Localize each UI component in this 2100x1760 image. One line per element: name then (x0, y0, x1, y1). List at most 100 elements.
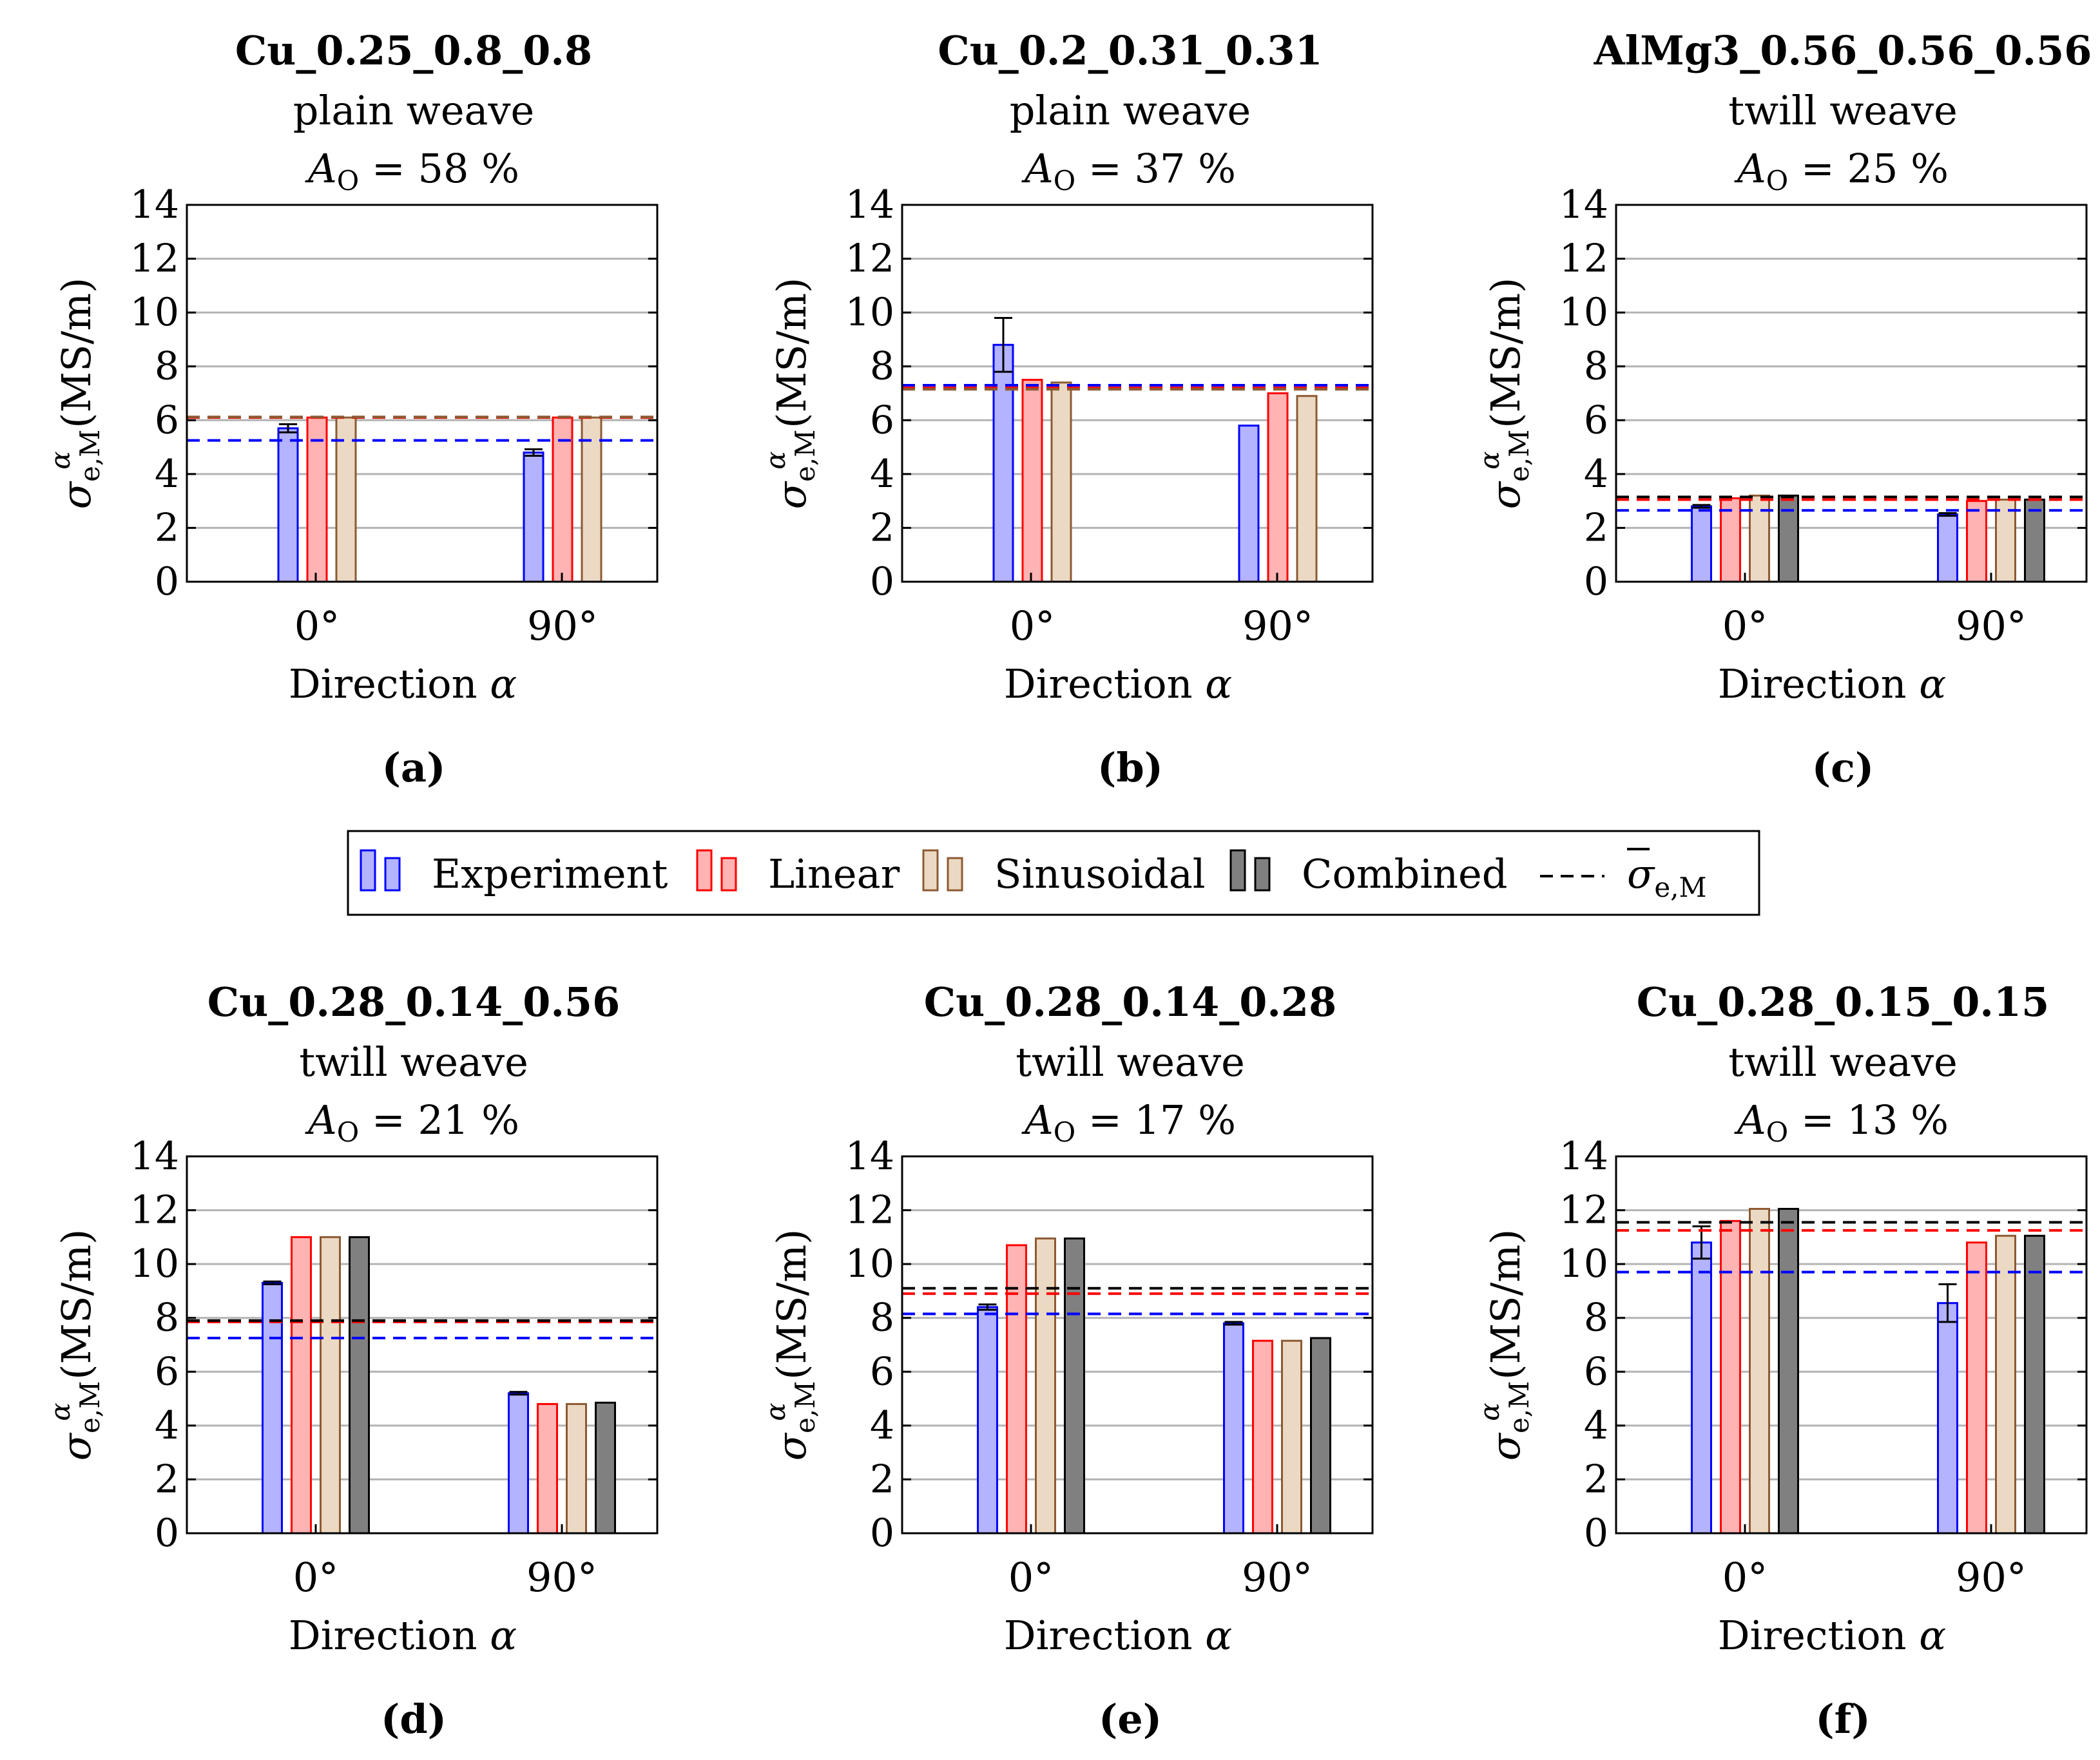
bar-sinusoidal-0deg (1749, 1207, 1770, 1535)
legend-label: σe,M (1627, 850, 1707, 903)
bar-sinusoidal-90deg (1995, 499, 2016, 583)
bar-experiment-0deg (977, 1306, 998, 1535)
y-tick-label: 10 (1559, 290, 1608, 335)
legend-label: Combined (1302, 850, 1507, 897)
legend-item-experiment: Experiment (360, 849, 668, 897)
panel-weave: twill weave (1728, 87, 1958, 134)
bar-linear-0deg (1021, 379, 1043, 583)
y-tick-label: 14 (1559, 182, 1608, 227)
y-tick-label: 2 (155, 1457, 179, 1502)
y-axis-label: σe,Mα (MS/m) (760, 1229, 821, 1461)
bar-experiment-0deg (277, 427, 299, 583)
legend-swatch (360, 849, 376, 892)
bar-combined-0deg (1064, 1237, 1085, 1535)
y-tick-label: 14 (130, 1134, 179, 1179)
bar-sinusoidal-90deg (581, 416, 602, 583)
legend-label: Experiment (432, 850, 668, 897)
bar-sinusoidal-0deg (320, 1236, 341, 1535)
y-tick-label: 14 (845, 182, 894, 227)
panel-weave: twill weave (1016, 1038, 1245, 1086)
legend-label: Sinusoidal (994, 850, 1206, 897)
bar-sinusoidal-90deg (1281, 1339, 1302, 1535)
legend-swatch (1229, 849, 1246, 892)
y-tick-label: 6 (870, 1349, 894, 1394)
y-tick-label: 10 (845, 290, 894, 335)
bar-experiment-0deg (1691, 505, 1712, 583)
legend-swatch (696, 849, 713, 892)
bar-experiment-90deg (523, 451, 544, 583)
panel-open-area: AO = 17 % (1021, 1096, 1236, 1148)
bar-linear-90deg (537, 1402, 558, 1535)
bar-linear-90deg (1966, 500, 1987, 583)
y-tick-label: 6 (1584, 397, 1608, 443)
bar-linear-90deg (1267, 392, 1289, 583)
legend-swatch (922, 849, 939, 892)
bar-experiment-90deg (1238, 425, 1260, 583)
plot-frame (186, 204, 659, 583)
plot-frame (901, 1155, 1374, 1535)
y-axis-label: σe,Mα (MS/m) (44, 278, 106, 510)
y-tick-label: 2 (870, 1457, 894, 1502)
y-tick-label: 2 (1584, 1457, 1608, 1502)
panel-title: Cu_0.28_0.14_0.28 (924, 979, 1336, 1026)
y-tick-label: 14 (130, 182, 179, 227)
bar-combined-0deg (1778, 1207, 1799, 1535)
panel-open-area: AO = 13 % (1734, 1096, 1949, 1148)
y-tick-label: 4 (870, 1403, 894, 1448)
legend-swatch (720, 857, 737, 892)
panel-title: Cu_0.2_0.31_0.31 (938, 27, 1322, 74)
bar-experiment-90deg (508, 1392, 529, 1535)
panel-title: Cu_0.25_0.8_0.8 (235, 27, 592, 74)
panel-open-area: AO = 37 % (1021, 145, 1236, 196)
y-tick-label: 8 (870, 1296, 894, 1341)
plot-frame (1615, 1155, 2088, 1535)
legend-swatch (947, 857, 963, 892)
legend-swatch (1254, 857, 1271, 892)
legend-box (347, 830, 1760, 916)
bar-linear-0deg (1720, 1220, 1741, 1535)
panel-weave: twill weave (1728, 1038, 1958, 1086)
x-tick-label: 0° (293, 1554, 338, 1601)
y-tick-label: 8 (155, 1296, 179, 1341)
panel-weave: plain weave (293, 87, 534, 134)
bar-experiment-0deg (262, 1281, 283, 1535)
y-tick-label: 4 (1584, 1403, 1608, 1448)
bar-linear-90deg (1252, 1339, 1273, 1535)
bar-sinusoidal-0deg (1050, 381, 1072, 583)
x-axis-label: Direction α (1718, 1612, 1946, 1659)
bar-combined-0deg (349, 1236, 370, 1535)
panel-open-area: AO = 25 % (1734, 145, 1949, 196)
bar-experiment-90deg (1937, 1302, 1958, 1535)
bar-sinusoidal-0deg (1035, 1237, 1056, 1535)
y-tick-label: 4 (155, 1403, 179, 1448)
y-tick-label: 0 (870, 559, 894, 604)
x-tick-label: 0° (1010, 602, 1055, 649)
x-tick-label: 0° (1722, 1554, 1768, 1601)
y-tick-label: 10 (130, 290, 179, 335)
panel-label: (a) (382, 744, 446, 791)
legend-item-sinusoidal: Sinusoidal (922, 849, 1206, 897)
y-tick-label: 8 (1584, 344, 1608, 389)
bar-sinusoidal-0deg (335, 416, 357, 583)
y-tick-label: 8 (1584, 1296, 1608, 1341)
legend: Experiment Linear Sinusoidal Combined σe,M (347, 830, 1760, 916)
panel-open-area: AO = 58 % (305, 145, 519, 196)
plot-frame (1615, 204, 2088, 583)
y-tick-label: 0 (1584, 1511, 1608, 1556)
x-axis-label: Direction α (289, 1612, 517, 1659)
bar-linear-0deg (306, 416, 328, 583)
legend-item-combined: Combined (1229, 849, 1507, 897)
y-tick-label: 12 (130, 1188, 179, 1233)
y-axis-label: σe,Mα (MS/m) (44, 1229, 106, 1461)
y-tick-label: 0 (1584, 559, 1608, 604)
y-axis-label: σe,Mα (MS/m) (1474, 1229, 1535, 1461)
y-tick-label: 4 (1584, 452, 1608, 497)
bar-combined-90deg (1310, 1337, 1331, 1535)
bar-experiment-90deg (1223, 1322, 1244, 1535)
bar-combined-90deg (2024, 499, 2045, 583)
panel-weave: twill weave (299, 1038, 528, 1086)
